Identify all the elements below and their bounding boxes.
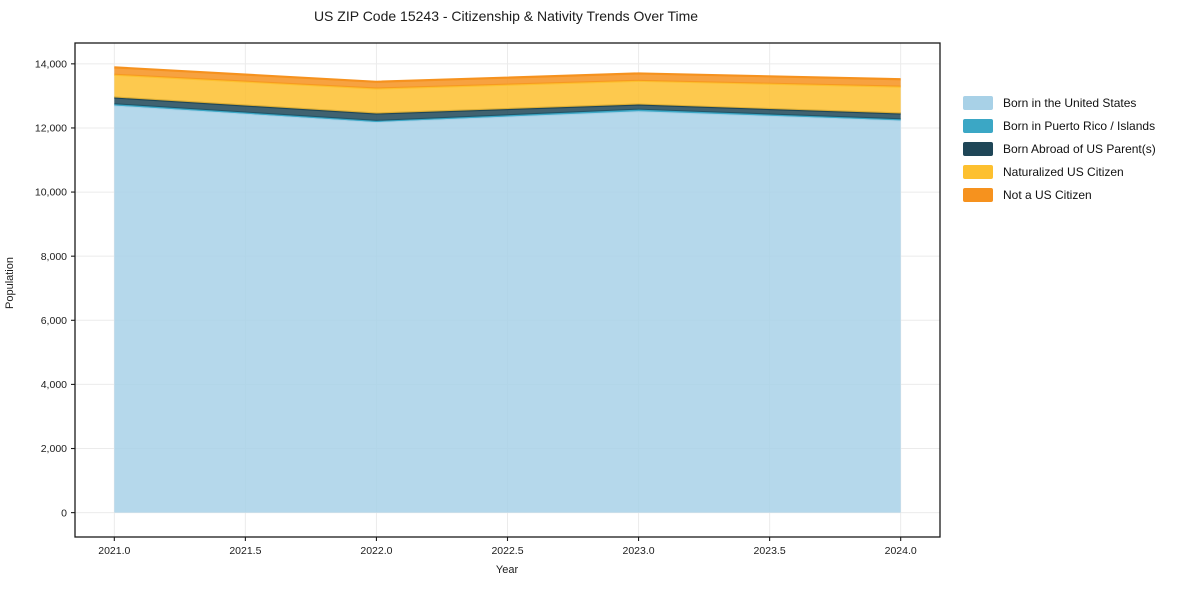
legend-label: Naturalized US Citizen — [1003, 165, 1124, 179]
legend-item: Born in the United States — [963, 96, 1156, 110]
y-tick-label: 0 — [61, 507, 67, 519]
x-axis-label: Year — [495, 564, 519, 576]
legend-label: Not a US Citizen — [1003, 188, 1092, 202]
y-axis-label: Population — [4, 257, 16, 309]
x-tick-label: 2021.0 — [98, 545, 130, 557]
area-edge — [114, 66, 901, 83]
legend-swatch — [963, 96, 993, 110]
plot-area: 0 2,000 4,000 6,000 8,000 10,000 12,000 14,000 2… — [35, 42, 941, 557]
area-born-in-the-united-states — [114, 105, 901, 513]
x-tick-label: 2023.0 — [622, 545, 654, 557]
x-tick-label: 2021.5 — [229, 545, 261, 557]
legend-swatch — [963, 142, 993, 156]
x-tick-label: 2022.0 — [360, 545, 392, 557]
x-tick-label: 2024.0 — [885, 545, 917, 557]
y-tick-label: 12,000 — [35, 123, 67, 135]
x-tick-label: 2022.5 — [491, 545, 523, 557]
legend-swatch — [963, 188, 993, 202]
area-naturalized-us-citizen — [114, 74, 901, 114]
y-tick-label: 4,000 — [41, 379, 67, 391]
legend-item: Born Abroad of US Parent(s) — [963, 142, 1156, 156]
legend-item: Naturalized US Citizen — [963, 165, 1156, 179]
legend-item: Born in Puerto Rico / Islands — [963, 119, 1156, 133]
chart-title: US ZIP Code 15243 - Citizenship & Nativi… — [313, 8, 699, 24]
y-tick-label: 14,000 — [35, 59, 67, 71]
y-tick-label: 10,000 — [35, 187, 67, 199]
legend-label: Born in the United States — [1003, 96, 1137, 110]
y-tick-label: 2,000 — [41, 443, 67, 455]
legend-swatch — [963, 165, 993, 179]
legend-label: Born in Puerto Rico / Islands — [1003, 119, 1156, 133]
y-tick-label: 6,000 — [41, 315, 67, 327]
legend-item: Not a US Citizen — [963, 188, 1156, 202]
legend: Born in the United States Born in Puerto … — [963, 96, 1156, 202]
legend-label: Born Abroad of US Parent(s) — [1003, 142, 1156, 156]
legend-swatch — [963, 119, 993, 133]
x-tick-label: 2023.5 — [754, 545, 786, 557]
y-tick-label: 8,000 — [41, 251, 67, 263]
